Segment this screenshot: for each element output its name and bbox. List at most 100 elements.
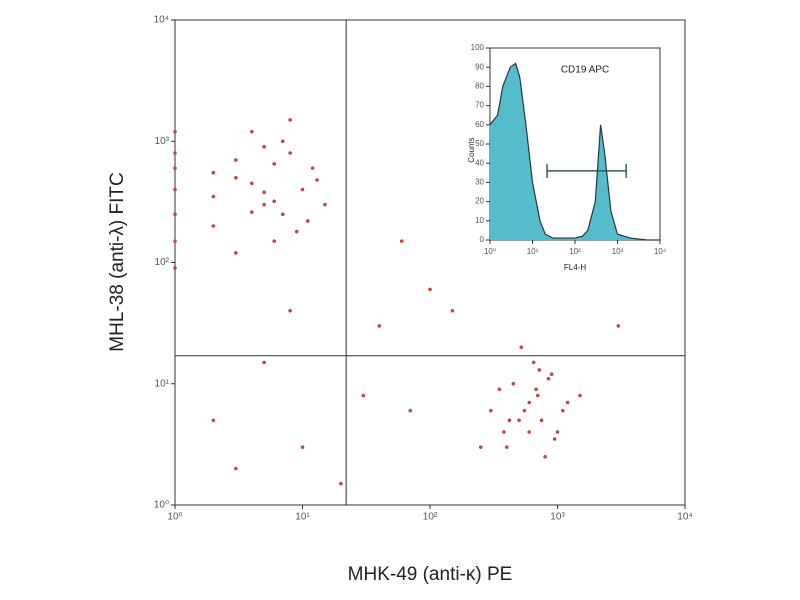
dot xyxy=(408,408,413,413)
dot xyxy=(361,393,366,398)
dot xyxy=(339,481,343,486)
y-tick-label: 10³ xyxy=(155,136,170,147)
dot xyxy=(288,308,292,313)
dot xyxy=(478,445,483,449)
dot xyxy=(249,181,254,186)
y-tick-label: 80 xyxy=(475,82,484,91)
dot xyxy=(234,175,238,180)
y-tick-label: 10² xyxy=(155,257,170,268)
dot xyxy=(272,199,277,204)
dot xyxy=(527,400,532,405)
dot xyxy=(305,219,310,223)
dot xyxy=(511,381,516,386)
dot xyxy=(173,187,177,192)
dot xyxy=(234,251,238,255)
dot xyxy=(502,430,506,434)
dot xyxy=(211,224,216,228)
dot xyxy=(555,430,560,434)
histogram-fill xyxy=(490,63,660,240)
dot xyxy=(399,239,404,243)
dot xyxy=(527,430,532,434)
dot xyxy=(535,393,540,398)
dot xyxy=(280,139,285,144)
histogram-line xyxy=(489,62,660,241)
dot xyxy=(616,324,621,328)
dot xyxy=(489,408,493,413)
y-tick-label: 0 xyxy=(480,235,485,244)
dot xyxy=(280,212,285,217)
dot xyxy=(249,210,254,214)
dot xyxy=(262,202,266,207)
dot xyxy=(537,368,542,372)
inset-y-label: Counts xyxy=(467,137,476,162)
dot xyxy=(543,454,547,459)
y-tick-label: 90 xyxy=(475,62,484,71)
dot xyxy=(173,151,177,155)
dot xyxy=(234,466,238,471)
dot xyxy=(173,239,177,243)
dot xyxy=(315,178,319,182)
dot xyxy=(519,345,524,350)
y-tick-label: 30 xyxy=(475,178,484,187)
dot xyxy=(310,166,315,170)
dot xyxy=(262,144,266,149)
y-axis-label: MHL-38 (anti-λ) FITC xyxy=(107,172,128,351)
x-tick-label: 10² xyxy=(423,512,438,523)
dot xyxy=(234,158,238,162)
x-tick-label: 10⁴ xyxy=(654,247,667,256)
dot xyxy=(578,393,582,398)
inset-title: CD19 APC xyxy=(561,65,609,76)
dot xyxy=(272,162,277,166)
dot xyxy=(450,308,455,313)
dot xyxy=(549,372,554,376)
dot xyxy=(211,194,216,199)
y-tick-label: 50 xyxy=(475,139,484,148)
dot xyxy=(517,418,521,423)
y-tick-label: 70 xyxy=(475,101,484,110)
dot xyxy=(534,387,538,392)
x-tick-label: 10² xyxy=(569,247,581,256)
dot xyxy=(288,118,292,122)
dot xyxy=(552,437,557,441)
x-tick-label: 10¹ xyxy=(295,512,310,523)
dot xyxy=(507,418,512,423)
dot xyxy=(428,287,432,292)
dot xyxy=(531,360,536,365)
x-tick-label: 10¹ xyxy=(527,247,539,256)
x-tick-label: 10⁴ xyxy=(677,512,692,523)
x-tick-label: 10³ xyxy=(612,247,624,256)
dot xyxy=(504,445,509,449)
dot xyxy=(173,129,177,134)
dot xyxy=(173,266,177,270)
y-tick-label: 10¹ xyxy=(155,378,170,389)
dot xyxy=(565,400,570,405)
dot xyxy=(560,408,565,413)
dot xyxy=(497,387,502,392)
dot xyxy=(522,408,527,413)
dot xyxy=(300,445,305,449)
x-tick-label: 10⁰ xyxy=(484,247,496,256)
dot xyxy=(249,129,254,134)
x-tick-label: 10³ xyxy=(550,512,565,523)
y-tick-label: 100 xyxy=(471,43,485,52)
dot xyxy=(173,212,177,217)
y-tick-label: 10 xyxy=(475,216,484,225)
y-tick-label: 60 xyxy=(475,120,484,129)
dot xyxy=(546,376,551,381)
dot xyxy=(539,418,544,423)
x-axis-label: MHK-49 (anti-κ) PE xyxy=(348,564,513,585)
dot xyxy=(262,360,266,365)
dot xyxy=(211,170,216,175)
y-tick-label: 20 xyxy=(475,197,484,206)
y-tick-label: 10⁰ xyxy=(154,500,169,511)
y-tick-label: 10⁴ xyxy=(154,15,169,26)
dot xyxy=(272,239,277,243)
dot xyxy=(323,202,327,207)
dot xyxy=(300,187,305,192)
y-tick-label: 40 xyxy=(475,158,484,167)
dot xyxy=(377,324,382,328)
dot xyxy=(211,418,216,423)
dot xyxy=(173,166,177,170)
dot xyxy=(262,190,266,195)
